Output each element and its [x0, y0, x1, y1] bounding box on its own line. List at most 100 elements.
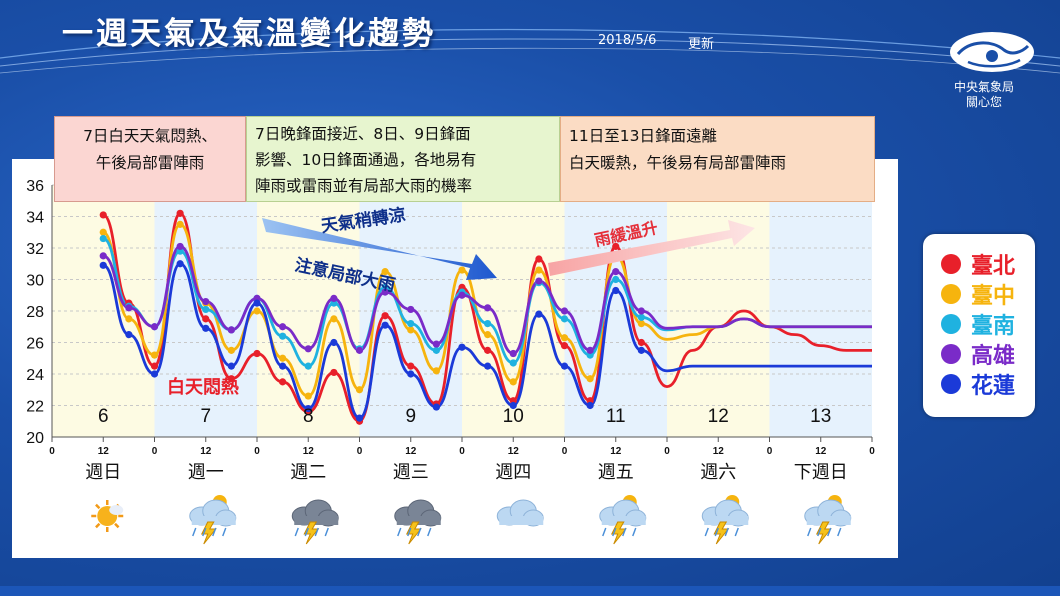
x-tick-label: 0: [664, 446, 670, 457]
data-point: [560, 362, 569, 370]
legend-label: 高雄: [971, 344, 1016, 369]
weekday-label: 週日: [85, 462, 121, 483]
rain-drop: [407, 527, 412, 537]
data-point: [637, 320, 645, 328]
cloud-base: [396, 516, 441, 525]
note-front: 7日晚鋒面接近、8日、9日鋒面 影響、10日鋒面通過，各地易有 陣雨或雷雨並有局…: [246, 116, 560, 202]
rain-drop: [304, 527, 309, 537]
x-tick-label: 12: [98, 446, 110, 457]
data-point: [99, 211, 107, 219]
day-number: 11: [606, 406, 626, 427]
agency-line2: 關心您: [965, 95, 1002, 109]
legend-label: 臺中: [971, 284, 1016, 309]
cloudy-icon: [496, 499, 544, 527]
data-point: [150, 370, 159, 378]
data-point: [586, 375, 594, 383]
agency-line1: 中央氣象局: [953, 80, 1014, 94]
x-tick-label: 12: [713, 446, 725, 457]
x-tick-label: 0: [767, 446, 773, 457]
data-point: [432, 367, 440, 375]
cwb-logo-icon: [950, 32, 1034, 72]
data-point: [304, 345, 312, 353]
sun-ray: [95, 503, 101, 510]
data-point: [612, 242, 620, 251]
data-point: [330, 368, 338, 377]
legend-dot: [941, 344, 961, 364]
data-point: [227, 326, 235, 334]
data-point: [99, 261, 107, 269]
legend-item-hualien: 花蓮: [941, 369, 1015, 399]
data-point: [202, 324, 210, 332]
note2-line2: 影響、10日鋒面通過，各地易有: [255, 151, 477, 169]
thunderstorm-icon: [189, 495, 237, 545]
x-tick-label: 12: [508, 446, 520, 457]
rain-drop: [734, 527, 739, 537]
data-point: [381, 288, 389, 296]
legend-item-kaohsiung: 高雄: [941, 339, 1015, 369]
x-tick-label: 12: [200, 446, 212, 457]
data-point: [535, 266, 543, 274]
data-point: [535, 277, 543, 285]
cloud-base: [294, 516, 339, 525]
data-point: [560, 334, 569, 342]
data-point: [484, 320, 492, 328]
data-point: [202, 315, 210, 323]
data-point: [304, 405, 312, 413]
data-point: [279, 362, 287, 370]
note3-line1: 11日至13日鋒面遠離: [569, 127, 717, 145]
rain-drop: [192, 527, 197, 537]
x-tick-label: 0: [152, 446, 158, 457]
data-point: [355, 386, 364, 394]
data-point: [637, 346, 645, 354]
warming-arrow: [548, 220, 755, 276]
x-tick-label: 12: [303, 446, 315, 457]
day-number: 10: [503, 406, 524, 427]
data-point: [612, 286, 620, 295]
legend-item-taipei: 臺北: [941, 249, 1015, 279]
data-point: [330, 338, 338, 347]
data-point: [304, 392, 312, 400]
y-tick-label: 32: [26, 241, 44, 258]
y-tick-label: 30: [26, 273, 44, 290]
thunderstorm-icon: [599, 495, 647, 545]
weekday-label: 下週日: [794, 462, 848, 483]
data-point: [560, 315, 569, 323]
data-point: [125, 331, 133, 339]
data-point: [99, 234, 107, 243]
note2-line3: 陣雨或雷雨並有局部大雨的機率: [255, 177, 473, 195]
rain-drop: [397, 527, 402, 537]
x-tick-label: 0: [357, 446, 363, 457]
day-number: 8: [303, 406, 314, 427]
weekday-label: 週四: [495, 462, 531, 483]
data-point: [202, 305, 210, 314]
legend-label: 臺北: [971, 254, 1016, 279]
x-tick-label: 12: [815, 446, 827, 457]
data-point: [560, 307, 569, 315]
data-point: [381, 268, 389, 276]
data-point: [484, 362, 492, 370]
data-point: [612, 275, 620, 284]
data-point: [176, 220, 184, 228]
rain-drop: [612, 527, 617, 537]
data-point: [637, 313, 645, 321]
data-point: [509, 349, 517, 358]
cloud-base: [601, 516, 646, 525]
small-cloud: [109, 505, 124, 515]
weekday-label: 週二: [290, 462, 326, 483]
day-number: 7: [200, 406, 211, 427]
y-tick-label: 24: [26, 367, 44, 384]
rain-drop: [212, 527, 217, 537]
data-point: [253, 299, 261, 307]
update-date: 2018/5/6: [598, 33, 657, 48]
rain-drop: [324, 527, 329, 537]
data-point: [535, 310, 543, 318]
rain-drop: [724, 527, 729, 537]
x-tick-label: 0: [49, 446, 55, 457]
data-point: [407, 362, 415, 370]
sun-ray: [114, 522, 120, 529]
thunderstorm-icon: [291, 499, 339, 545]
data-point: [432, 346, 440, 354]
data-point: [458, 343, 466, 351]
data-point: [407, 370, 415, 378]
